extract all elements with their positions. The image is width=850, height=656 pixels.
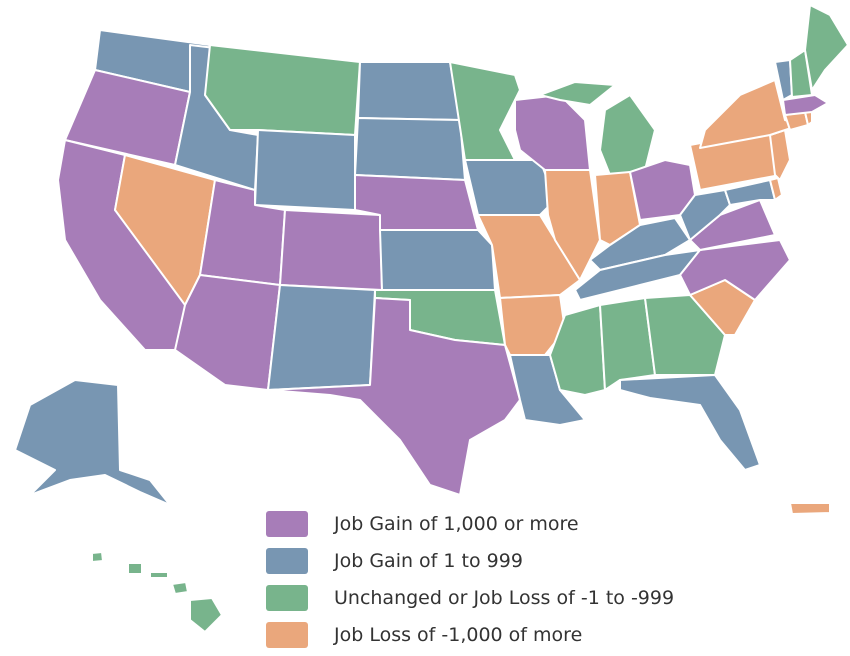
state-wisconsin — [514, 94, 591, 171]
state-wyoming — [254, 129, 356, 211]
state-maryland — [724, 179, 776, 206]
state-hawaii-kauai — [91, 551, 104, 563]
legend-label: Unchanged or Job Loss of -1 to -999 — [334, 586, 675, 609]
state-north-dakota — [357, 61, 461, 121]
legend-item-loss-1000-plus: Job Loss of -1,000 of more — [266, 616, 726, 653]
state-hawaii-big-island — [189, 597, 223, 633]
state-michigan-upper-peninsula — [539, 81, 616, 106]
state-georgia — [644, 294, 726, 376]
state-south-dakota — [354, 117, 466, 181]
state-alabama — [599, 297, 656, 391]
state-kansas — [379, 229, 496, 291]
state-new-mexico — [267, 284, 376, 391]
state-arizona — [174, 274, 281, 391]
legend-item-gain-1-999: Job Gain of 1 to 999 — [266, 542, 726, 579]
state-michigan — [599, 94, 656, 176]
state-hawaii-molokai — [149, 571, 169, 579]
legend: Job Gain of 1,000 or more Job Gain of 1 … — [266, 505, 726, 653]
state-massachusetts — [782, 94, 829, 116]
state-delaware — [769, 177, 783, 201]
state-colorado — [279, 209, 383, 291]
legend-item-unchanged-small-loss: Unchanged or Job Loss of -1 to -999 — [266, 579, 726, 616]
legend-label: Job Gain of 1,000 or more — [334, 512, 579, 535]
legend-swatch — [266, 584, 308, 611]
state-hawaii-oahu — [127, 562, 143, 575]
state-florida — [619, 374, 761, 471]
legend-label: Job Gain of 1 to 999 — [334, 549, 523, 572]
state-texas — [267, 297, 521, 496]
legend-swatch — [266, 510, 308, 537]
legend-swatch — [266, 621, 308, 648]
state-montana — [204, 44, 361, 136]
state-alaska — [14, 379, 171, 506]
state-maine — [804, 4, 849, 91]
legend-label: Job Loss of -1,000 of more — [334, 623, 583, 646]
state-hawaii-maui — [171, 581, 189, 595]
state-illinois — [544, 169, 601, 281]
state-puerto-rico — [789, 502, 831, 515]
legend-swatch — [266, 547, 308, 574]
legend-item-gain-1000-plus: Job Gain of 1,000 or more — [266, 505, 726, 542]
